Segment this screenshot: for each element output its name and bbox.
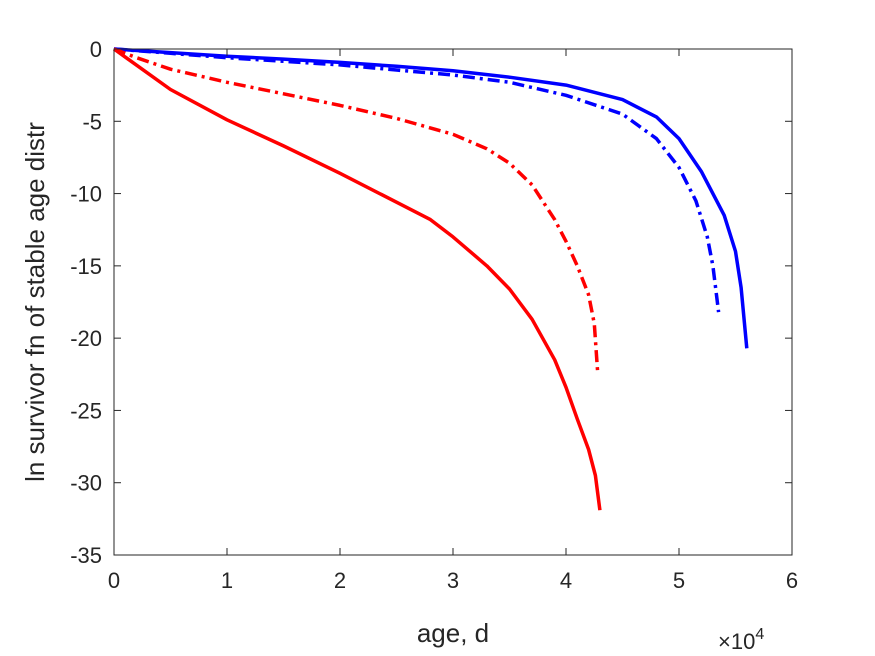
exponent-power: 4 [755,626,764,643]
y-tick-label: -15 [70,254,102,279]
y-axis-label: ln survivor fn of stable age distr [20,122,50,482]
svg-text:×104: ×104 [718,626,764,654]
y-tick-label: -20 [70,326,102,351]
y-tick-label: 0 [90,37,102,62]
series-line-3 [112,47,602,511]
y-axis-ticks: 0 -5 -10 -15 -20 -25 -30 -35 [70,37,792,568]
series-line-2 [113,47,721,313]
x-tick-label: 0 [108,568,120,593]
x-axis-ticks: 0 1 2 3 4 5 6 [108,49,798,593]
y-tick-label: -35 [70,543,102,568]
x-tick-label: 1 [221,568,233,593]
y-tick-label: -25 [70,398,102,423]
plot-area [114,49,792,555]
series-line-1 [113,47,749,349]
x-axis-label: age, d [417,618,489,648]
y-tick-label: -10 [70,182,102,207]
x-tick-label: 4 [560,568,572,593]
series-layer [112,47,749,511]
x-tick-label: 2 [334,568,346,593]
x-tick-label: 3 [447,568,459,593]
y-tick-label: -5 [82,109,102,134]
y-tick-label: -30 [70,471,102,496]
x-axis-exponent: ×104 [718,626,764,654]
x-tick-label: 6 [786,568,798,593]
x-tick-label: 5 [673,568,685,593]
series-line-4 [113,47,600,372]
exponent-base: ×10 [718,629,755,654]
